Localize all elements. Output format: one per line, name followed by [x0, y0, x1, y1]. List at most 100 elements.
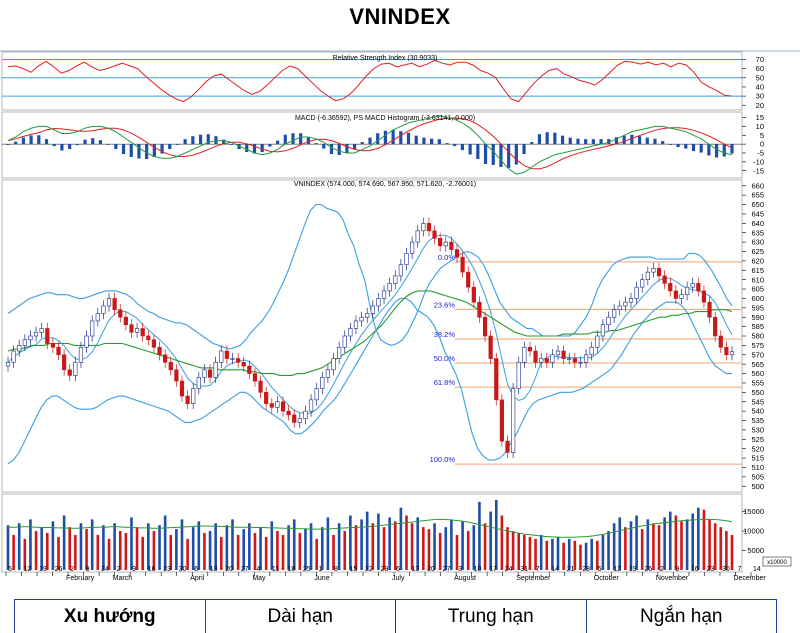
price-tick-label: 565 — [751, 360, 764, 369]
volume-bar — [691, 513, 695, 570]
volume-bar — [545, 540, 549, 570]
candle — [62, 354, 67, 371]
candle — [353, 320, 359, 329]
macd-histogram-bar — [430, 138, 434, 145]
macd-histogram-bar — [152, 144, 156, 158]
candle — [95, 313, 100, 322]
candle — [522, 346, 527, 363]
candle — [84, 335, 89, 348]
macd-histogram-bar — [645, 137, 649, 145]
volume-bar — [640, 529, 644, 570]
volume-bar — [102, 525, 105, 570]
volume-bar — [152, 531, 156, 570]
price-tick-label: 510 — [751, 463, 764, 472]
candle — [331, 358, 336, 371]
macd-histogram-bar — [268, 144, 272, 147]
price-tick-label: 560 — [751, 369, 764, 378]
x-tick-label: 27 — [443, 566, 451, 573]
candle — [415, 230, 420, 243]
macd-histogram-bar — [560, 135, 565, 145]
fib-level-label: 61.8% — [434, 378, 456, 387]
candle — [174, 369, 179, 382]
volume-bar — [113, 523, 116, 570]
rsi-tick-label: 40 — [756, 83, 764, 92]
macd-histogram-bar — [714, 144, 719, 158]
volume-bar — [433, 523, 436, 570]
panel-border — [1, 111, 743, 179]
volume-bar — [180, 519, 184, 570]
macd-histogram-bar — [68, 144, 72, 150]
macd-histogram-bar — [684, 144, 688, 149]
macd-histogram-bar — [137, 144, 141, 159]
macd-histogram-bar — [514, 144, 518, 165]
candle — [140, 328, 145, 337]
macd-histogram-bar — [60, 144, 64, 151]
macd-histogram-bar — [406, 132, 411, 145]
macd-histogram-bar — [607, 139, 611, 145]
macd-histogram-bar — [145, 144, 149, 159]
medium-term-header: Trung hạn — [396, 600, 587, 633]
macd-histogram-bar — [206, 134, 210, 145]
macd-tick-label: -15 — [753, 166, 764, 175]
volume-bar — [163, 515, 167, 570]
macd-histogram-bar — [129, 144, 133, 158]
candle — [219, 350, 224, 363]
candle — [398, 264, 403, 277]
price-tick-label: 635 — [751, 228, 764, 237]
price-tick-label: 575 — [751, 341, 764, 350]
candle — [118, 309, 123, 318]
candle — [359, 316, 364, 322]
candle — [595, 335, 600, 348]
volume-bar — [248, 523, 251, 570]
x-month-label: May — [252, 575, 266, 582]
rsi-panel: Relative Strength Index (30.9033) 7060504… — [2, 55, 764, 110]
macd-tick-label: -10 — [753, 157, 764, 166]
candle — [561, 350, 566, 359]
rsi-tick-label: 20 — [756, 101, 764, 110]
volume-bar — [40, 527, 43, 570]
candle — [275, 401, 280, 408]
x-tick-label: 3 — [458, 566, 462, 573]
volume-bar — [214, 523, 217, 570]
x-tick-label: 9 — [675, 566, 679, 573]
macd-histogram-bar — [37, 135, 41, 145]
macd-histogram-bar — [283, 134, 287, 145]
candle — [67, 369, 72, 376]
volume-bar — [17, 523, 21, 570]
candle — [696, 283, 701, 292]
candle — [342, 335, 347, 348]
macd-histogram-bar — [691, 144, 696, 152]
x-tick-label: 2 — [117, 566, 121, 573]
candle — [179, 380, 185, 397]
candle — [123, 316, 128, 326]
x-tick-label: 15 — [349, 566, 357, 573]
volume-bar — [90, 519, 94, 570]
volume-bar — [281, 534, 285, 570]
price-tick-label: 570 — [751, 350, 764, 359]
candle — [376, 298, 381, 307]
macd-histogram-bar — [376, 133, 380, 145]
candle — [477, 301, 482, 318]
candle — [45, 328, 50, 344]
x-tick-label: 8 — [334, 566, 338, 573]
macd-histogram-bar — [699, 144, 703, 153]
volume-bar — [719, 527, 723, 570]
volume-bar — [551, 538, 554, 570]
macd-histogram-bar — [668, 144, 672, 145]
macd-histogram-bar — [29, 135, 33, 145]
candle — [134, 328, 140, 333]
candle — [50, 343, 55, 348]
macd-histogram-bar — [483, 144, 488, 164]
x-tick-label: 5 — [598, 566, 602, 573]
price-tick-label: 555 — [751, 379, 764, 388]
macd-histogram-bar — [352, 144, 357, 150]
candle — [106, 298, 112, 307]
macd-histogram-bar — [599, 139, 603, 145]
candle — [73, 361, 78, 376]
volume-bar — [259, 527, 262, 570]
macd-histogram-bar — [530, 142, 534, 145]
macd-histogram-bar — [6, 144, 10, 145]
candle — [713, 316, 718, 337]
x-tick-label: 12 — [24, 566, 32, 573]
candle — [499, 399, 504, 442]
